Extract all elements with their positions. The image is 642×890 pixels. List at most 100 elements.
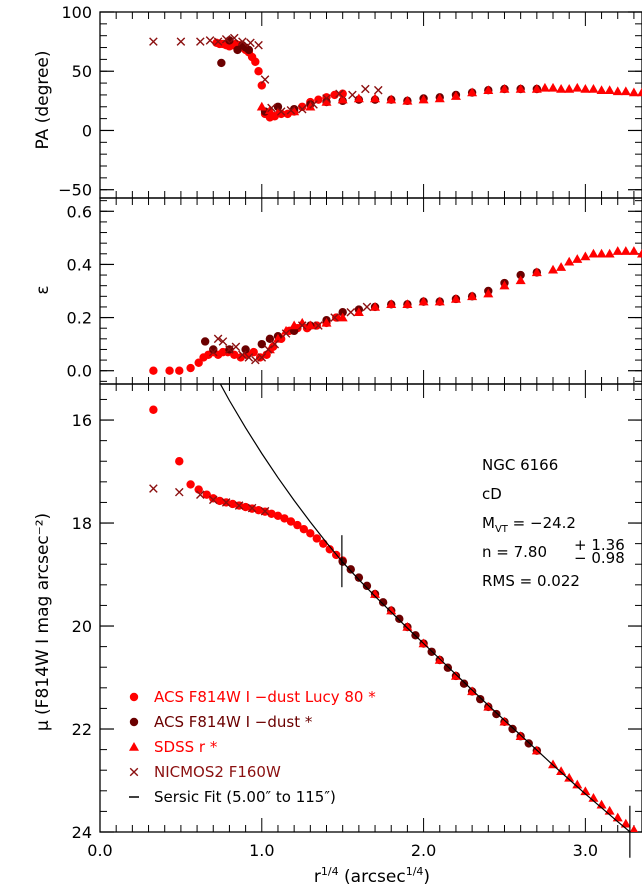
- data-point: [257, 81, 266, 90]
- data-point: [218, 337, 228, 346]
- data-point: [402, 95, 413, 105]
- data-point: [418, 94, 429, 104]
- data-point: [260, 75, 270, 84]
- data-point: [612, 86, 623, 96]
- abs-mag-prefix: M: [482, 514, 495, 532]
- data-point: [312, 321, 321, 330]
- data-point: [289, 320, 300, 330]
- mu-ylabel: μ (F814W I mag arcsec⁻²): [33, 513, 53, 731]
- data-point: [556, 262, 567, 271]
- legend-item: ACS F814W I −dust Lucy 80 *: [129, 688, 376, 706]
- y-tick-label: −50: [58, 181, 92, 200]
- series-circle: [200, 268, 542, 354]
- data-point: [596, 248, 607, 258]
- series-line: [219, 384, 632, 832]
- data-point: [267, 103, 276, 113]
- y-tick-label: 0.0: [67, 362, 92, 381]
- data-point: [263, 345, 273, 354]
- data-point: [346, 565, 355, 574]
- data-point: [208, 347, 218, 357]
- abs-mag: MVT = −24.2: [482, 514, 576, 535]
- data-point: [467, 87, 478, 97]
- data-point: [335, 89, 344, 99]
- data-point: [337, 312, 348, 322]
- data-point: [450, 91, 461, 100]
- data-point: [370, 93, 381, 103]
- x-tick-label: 2.0: [411, 841, 436, 860]
- data-point: [629, 824, 638, 832]
- data-point: [604, 85, 615, 94]
- data-point: [572, 254, 583, 263]
- data-point: [508, 724, 517, 734]
- legend: ACS F814W I −dust Lucy 80 * ACS F814W I −…: [129, 688, 376, 806]
- data-point: [483, 85, 494, 94]
- data-point: [628, 87, 639, 97]
- axis-titles: PA (degree) ε μ (F814W I mag arcsec⁻²) r…: [33, 50, 430, 887]
- data-point: [346, 307, 356, 317]
- data-point: [353, 307, 364, 317]
- data-point: [596, 85, 607, 94]
- data-point: [297, 104, 307, 114]
- data-point: [588, 84, 599, 93]
- x-axis-title: r1/4 (arcsec1/4): [314, 865, 430, 887]
- galaxy-type: cD: [482, 485, 502, 503]
- data-point: [149, 484, 158, 493]
- y-tick-label: 50: [72, 62, 92, 81]
- data-point: [373, 85, 383, 95]
- data-point: [483, 288, 494, 298]
- data-point: [221, 498, 231, 507]
- data-point: [176, 37, 186, 46]
- data-point: [254, 67, 263, 76]
- legend-label: Sersic Fit (5.00″ to 115″): [154, 788, 336, 806]
- data-point: [186, 363, 195, 373]
- panel-pa: −50 0 50 100: [58, 3, 642, 200]
- x-axis-title-r: r: [314, 867, 321, 887]
- data-point: [202, 490, 211, 499]
- x-tick-label: 3.0: [573, 841, 598, 860]
- data-point: [321, 317, 332, 327]
- legend-item: ACS F814W I −dust *: [129, 713, 313, 731]
- data-point: [564, 772, 575, 782]
- data-point: [348, 90, 357, 100]
- legend-marker: [129, 742, 139, 751]
- data-point: [281, 325, 292, 335]
- y-tick-label: 0.6: [67, 202, 92, 221]
- data-point: [256, 101, 267, 111]
- data-point: [450, 293, 461, 303]
- series-triangle: [256, 82, 642, 117]
- series-circle: [149, 405, 347, 565]
- series-triangle: [264, 246, 642, 354]
- data-point: [251, 57, 260, 66]
- legend-item: Sersic Fit (5.00″ to 115″): [129, 788, 336, 806]
- data-point: [200, 337, 210, 346]
- pa-ylabel: PA (degree): [33, 50, 53, 149]
- data-point: [564, 256, 575, 266]
- data-point: [467, 291, 478, 301]
- data-point: [209, 494, 218, 503]
- series-x: [208, 302, 372, 365]
- x-axis-title-end: ): [423, 867, 430, 887]
- data-point: [556, 84, 567, 93]
- data-point: [241, 502, 250, 512]
- data-point: [281, 329, 291, 338]
- data-point: [174, 487, 184, 497]
- data-point: [254, 40, 263, 50]
- data-point: [620, 86, 631, 96]
- data-point: [196, 490, 205, 500]
- data-point: [231, 342, 241, 352]
- x-tick-label: 1.0: [249, 841, 274, 860]
- data-point: [306, 529, 315, 538]
- data-point: [322, 94, 331, 103]
- data-point: [257, 339, 266, 349]
- data-point: [459, 679, 469, 688]
- data-point: [213, 334, 223, 344]
- panel-data: [149, 384, 638, 832]
- data-point: [246, 38, 255, 48]
- data-point: [378, 598, 388, 607]
- y-tick-label: 22: [72, 720, 92, 739]
- data-point: [354, 573, 364, 582]
- data-point: [434, 93, 445, 103]
- data-point: [620, 246, 631, 255]
- data-point: [548, 82, 559, 92]
- legend-marker: [129, 692, 139, 702]
